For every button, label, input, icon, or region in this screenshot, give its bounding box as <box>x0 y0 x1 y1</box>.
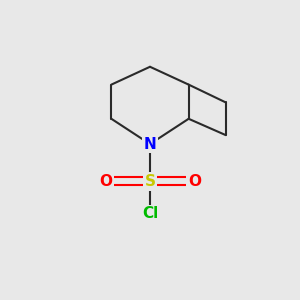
Text: S: S <box>145 174 155 189</box>
Text: O: O <box>99 174 112 189</box>
Text: Cl: Cl <box>142 206 158 221</box>
Text: O: O <box>188 174 201 189</box>
Text: N: N <box>144 136 156 152</box>
